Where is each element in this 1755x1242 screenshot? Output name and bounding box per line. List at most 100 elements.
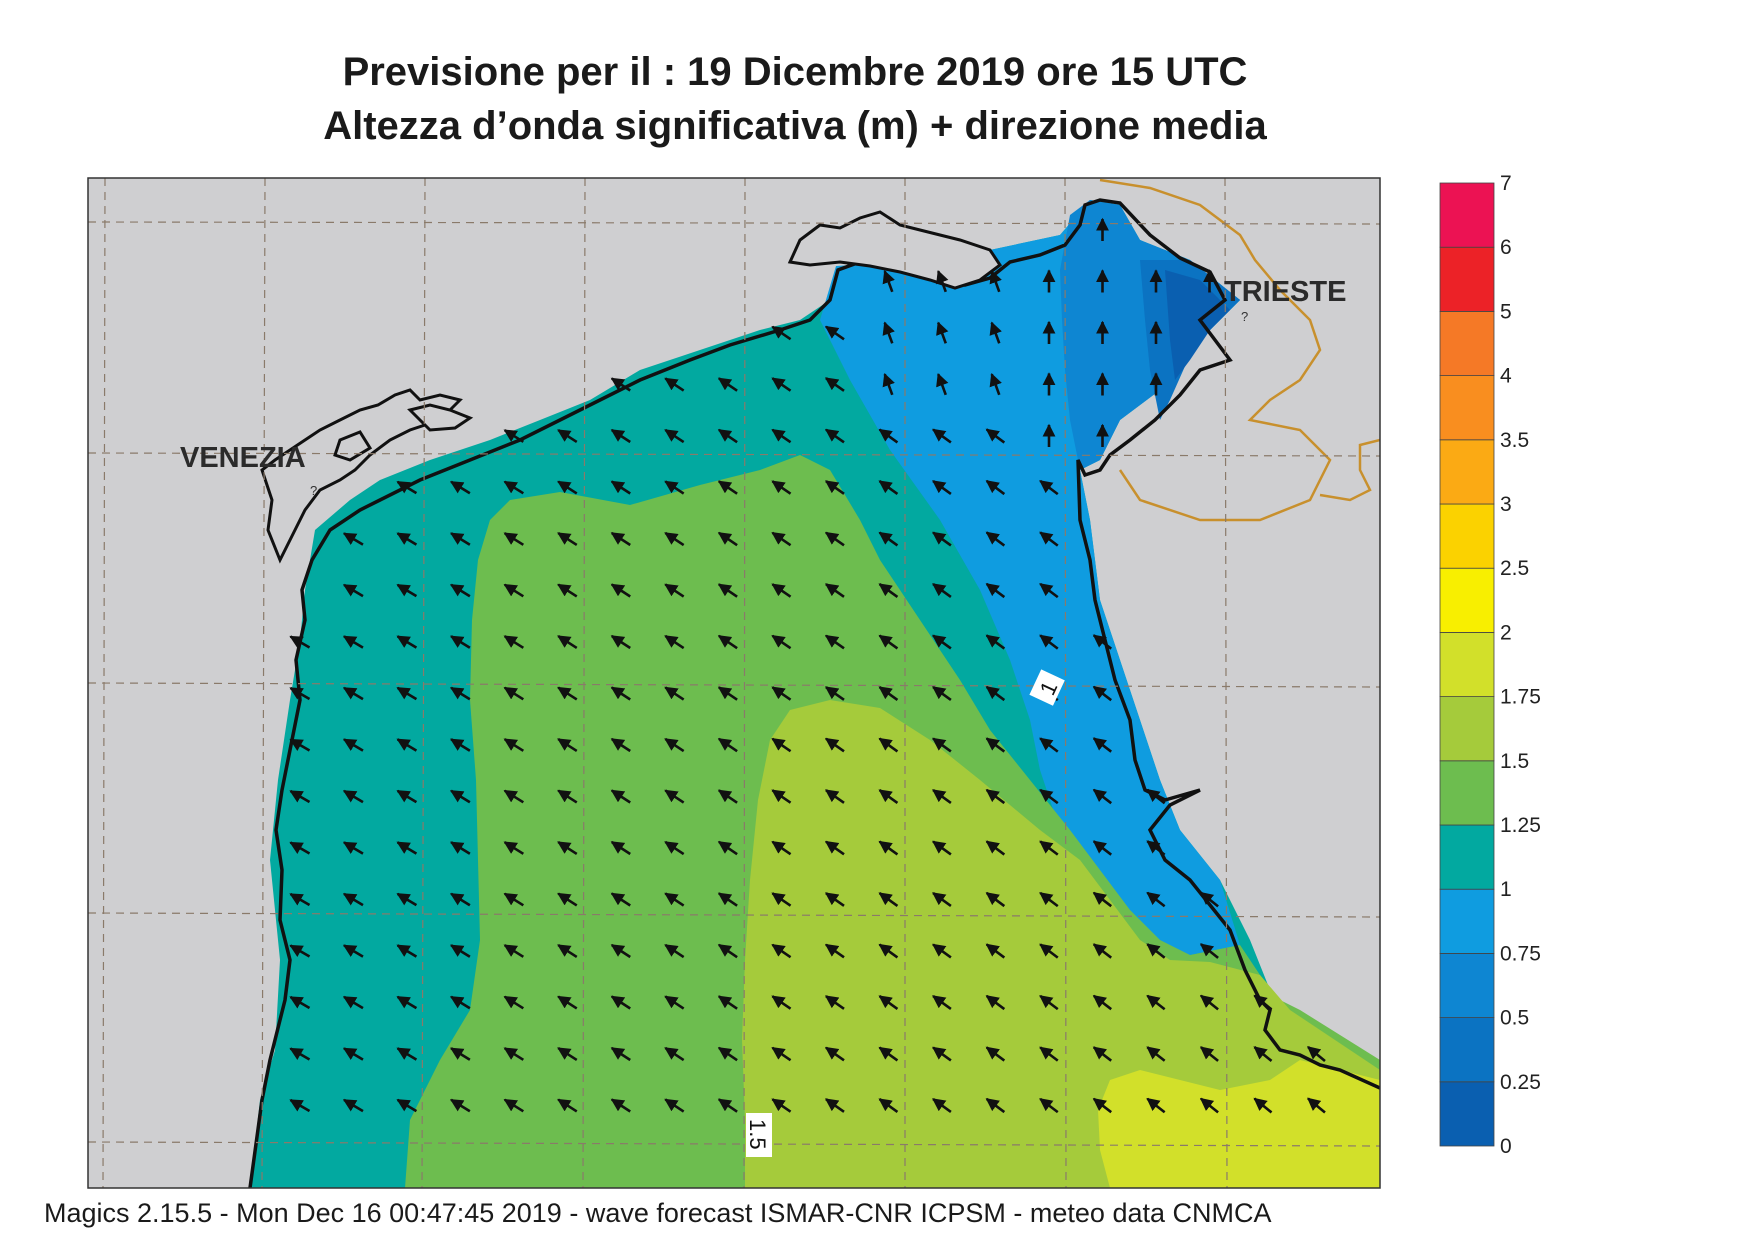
graticule bbox=[88, 178, 1380, 1188]
map-title-line1: Previsione per il : 19 Dicembre 2019 ore… bbox=[342, 50, 1248, 94]
direction-arrow bbox=[878, 840, 899, 856]
direction-arrow bbox=[450, 841, 471, 855]
direction-arrow bbox=[985, 634, 1006, 650]
direction-arrow bbox=[342, 1098, 364, 1113]
legend-band bbox=[1439, 953, 1495, 1019]
direction-arrow bbox=[932, 479, 952, 496]
direction-arrow bbox=[878, 531, 899, 547]
direction-arrow bbox=[985, 788, 1006, 805]
legend-band bbox=[1439, 375, 1495, 441]
grado-lagoon-outline bbox=[787, 210, 1003, 290]
direction-arrow bbox=[503, 1098, 525, 1113]
direction-arrow bbox=[824, 634, 845, 650]
direction-arrow bbox=[882, 372, 895, 396]
direction-arrow bbox=[610, 583, 631, 598]
direction-arrow bbox=[932, 891, 952, 908]
legend-tick-label: 0 bbox=[1500, 1135, 1512, 1158]
direction-arrow bbox=[342, 738, 364, 752]
sea-zone-1.75-2 bbox=[1098, 1060, 1380, 1188]
direction-arrow bbox=[289, 686, 311, 701]
direction-arrow bbox=[342, 532, 364, 546]
direction-arrow bbox=[557, 1098, 578, 1113]
direction-arrow bbox=[771, 325, 792, 341]
direction-arrow bbox=[557, 995, 578, 1010]
direction-arrow bbox=[664, 943, 685, 959]
direction-arrow bbox=[878, 428, 899, 444]
direction-arrow bbox=[1307, 1045, 1326, 1063]
direction-arrow bbox=[396, 583, 418, 598]
direction-arrow bbox=[932, 737, 952, 753]
direction-arrow bbox=[664, 686, 685, 701]
direction-arrow bbox=[717, 1046, 738, 1062]
direction-arrow bbox=[396, 635, 418, 649]
direction-arrow bbox=[985, 891, 1006, 908]
legend-tick-label: 3.5 bbox=[1500, 429, 1529, 452]
direction-arrow bbox=[503, 429, 525, 443]
direction-arrow bbox=[289, 738, 311, 752]
map-frame bbox=[87, 177, 1381, 1189]
legend-tick-label: 1.5 bbox=[1500, 750, 1529, 773]
direction-arrow bbox=[771, 428, 792, 444]
direction-arrow bbox=[1199, 1097, 1219, 1114]
legend-tick-label: 0.5 bbox=[1500, 1007, 1529, 1030]
direction-arrow bbox=[450, 480, 471, 495]
direction-arrow bbox=[717, 995, 738, 1010]
direction-arrow bbox=[396, 892, 418, 907]
direction-arrow bbox=[771, 583, 792, 598]
direction-arrow bbox=[450, 944, 471, 958]
direction-arrow bbox=[396, 738, 418, 752]
direction-arrow bbox=[289, 1047, 311, 1061]
direction-arrow bbox=[503, 995, 525, 1010]
legend-tick-label: 3 bbox=[1500, 493, 1512, 516]
direction-arrow bbox=[1146, 788, 1166, 805]
legend-band bbox=[1439, 760, 1495, 826]
direction-arrow bbox=[1253, 994, 1273, 1011]
direction-arrow bbox=[985, 1097, 1006, 1114]
direction-arrow bbox=[1092, 994, 1113, 1011]
direction-arrow bbox=[610, 995, 631, 1010]
mean-direction-arrows bbox=[289, 217, 1326, 1114]
direction-arrow bbox=[610, 737, 631, 753]
direction-arrow bbox=[878, 634, 899, 650]
direction-arrow bbox=[1092, 891, 1113, 908]
direction-arrow bbox=[342, 995, 364, 1010]
direction-arrow bbox=[717, 480, 738, 495]
direction-arrow bbox=[824, 480, 845, 495]
legend-tick-label: 7 bbox=[1500, 172, 1512, 195]
direction-arrow bbox=[289, 995, 311, 1010]
footer-credits: Magics 2.15.5 - Mon Dec 16 00:47:45 2019… bbox=[44, 1198, 1272, 1228]
direction-arrow bbox=[771, 892, 792, 907]
direction-arrow bbox=[717, 1098, 738, 1113]
direction-arrow bbox=[503, 892, 525, 907]
direction-arrow bbox=[396, 789, 418, 804]
direction-arrow bbox=[985, 840, 1006, 856]
direction-arrow bbox=[878, 995, 899, 1010]
direction-arrow bbox=[824, 325, 845, 341]
direction-arrow bbox=[557, 531, 578, 547]
direction-arrow bbox=[342, 686, 364, 701]
direction-arrow bbox=[342, 789, 364, 804]
direction-arrow bbox=[503, 583, 525, 598]
direction-arrow bbox=[985, 685, 1006, 702]
legend-band bbox=[1439, 182, 1495, 248]
direction-arrow bbox=[289, 789, 311, 804]
direction-arrow bbox=[878, 686, 899, 701]
direction-arrow bbox=[717, 943, 738, 959]
legend-band bbox=[1439, 310, 1495, 376]
direction-arrow bbox=[1146, 1046, 1166, 1062]
direction-arrow bbox=[610, 377, 631, 392]
direction-arrow bbox=[503, 635, 525, 649]
direction-arrow bbox=[1039, 531, 1059, 547]
direction-arrow bbox=[824, 686, 845, 701]
direction-arrow bbox=[932, 1097, 952, 1114]
direction-arrow bbox=[503, 1047, 525, 1061]
direction-arrow bbox=[503, 789, 525, 804]
direction-arrow bbox=[342, 944, 364, 958]
venice-marker: ? bbox=[310, 483, 317, 498]
direction-arrow bbox=[664, 1046, 685, 1062]
direction-arrow bbox=[610, 531, 631, 547]
direction-arrow bbox=[450, 892, 471, 907]
svg-text:1.5: 1.5 bbox=[745, 1119, 770, 1150]
legend-band bbox=[1439, 1017, 1495, 1083]
